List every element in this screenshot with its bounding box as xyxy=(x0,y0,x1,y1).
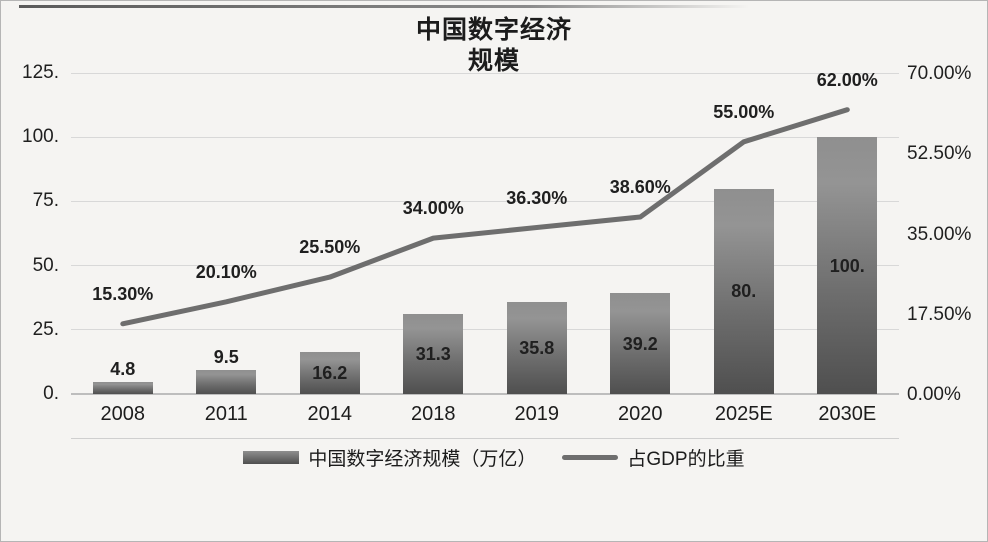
line-value-label: 34.00% xyxy=(402,198,464,219)
gridline xyxy=(71,329,899,331)
bar-2014 xyxy=(299,352,360,394)
left-axis-tick: 50. xyxy=(32,254,59,276)
left-axis-tick: 0. xyxy=(43,383,59,404)
gdp-share-line xyxy=(120,107,850,327)
line-value-label: 36.30% xyxy=(506,187,568,208)
right-axis-tick: 70.00% xyxy=(907,63,972,84)
right-axis-tick: 35.00% xyxy=(907,223,972,245)
legend-label-line-series: 占GDP的比重 xyxy=(627,449,745,470)
legend: 中国数字经济规模（万亿） 占GDP的比重 xyxy=(1,444,987,471)
bar-swatch-icon xyxy=(243,451,300,464)
x-axis-label-2030E: 2030E xyxy=(818,403,877,425)
legend-item-bar-series: 中国数字经济规模（万亿） xyxy=(243,444,536,471)
bar-value-label: 35.8 xyxy=(519,338,555,359)
left-axis-tick: 25. xyxy=(32,318,59,340)
bar-value-label: 4.8 xyxy=(110,358,136,379)
gridline xyxy=(71,265,899,267)
x-axis-label-2008: 2008 xyxy=(100,403,146,425)
bar-value-label: 9.5 xyxy=(213,346,239,367)
line-value-label: 20.10% xyxy=(195,261,257,282)
line-swatch-icon xyxy=(562,455,619,460)
left-axis-tick: 100. xyxy=(22,126,59,148)
x-axis-label-2011: 2011 xyxy=(204,403,248,425)
bar-2030E xyxy=(817,137,878,394)
gridline xyxy=(71,200,899,202)
bar-2011 xyxy=(196,369,257,394)
line-series-path xyxy=(120,107,850,327)
line-value-label: 62.00% xyxy=(816,69,878,90)
left-axis-tick: 75. xyxy=(32,190,59,212)
bar-value-label: 31.3 xyxy=(415,343,451,364)
bar-2025E xyxy=(713,188,774,394)
line-value-label: 38.60% xyxy=(609,176,671,197)
x-axis-label-2014: 2014 xyxy=(307,403,353,425)
x-axis-line xyxy=(71,393,899,395)
legend-label-bar-series: 中国数字经济规模（万亿） xyxy=(308,449,537,470)
bar-2018 xyxy=(403,313,464,394)
chart-title-line1: 中国数字经济 xyxy=(415,16,572,44)
gridline xyxy=(71,72,899,74)
x-axis-label-2018: 2018 xyxy=(411,403,456,425)
bar-value-label: 80. xyxy=(731,281,757,302)
chart-title-line2: 规模 xyxy=(467,47,520,75)
left-axis-tick: 125. xyxy=(22,62,59,83)
line-value-label: 25.50% xyxy=(299,237,361,258)
bar-2019 xyxy=(506,302,567,394)
legend-separator xyxy=(71,438,899,439)
right-axis-tick: 17.50% xyxy=(907,303,972,325)
bar-value-label: 16.2 xyxy=(312,363,348,384)
bar-value-label: 39.2 xyxy=(622,333,658,354)
right-axis-tick: 52.50% xyxy=(907,143,972,165)
x-axis-label-2019: 2019 xyxy=(514,403,560,425)
right-axis-tick: 0.00% xyxy=(907,384,961,405)
plot-area: 4.8 9.5 16.2 31.3 35.8 39.2 80. 100. 15.30% 20.10… xyxy=(71,69,899,395)
line-value-label: 55.00% xyxy=(713,101,775,122)
x-axis-label-2020: 2020 xyxy=(618,403,663,425)
legend-item-line-series: 占GDP的比重 xyxy=(562,444,745,471)
chart-title: 中国数字经济 规模 xyxy=(1,15,987,77)
line-value-label: 15.30% xyxy=(92,283,154,304)
scan-artifact-strip xyxy=(19,5,749,8)
x-axis-label-2025E: 2025E xyxy=(714,403,773,425)
gridline xyxy=(71,136,899,138)
bar-2020 xyxy=(610,293,671,394)
bar-value-label: 100. xyxy=(829,255,865,276)
bar-2008 xyxy=(92,381,153,394)
